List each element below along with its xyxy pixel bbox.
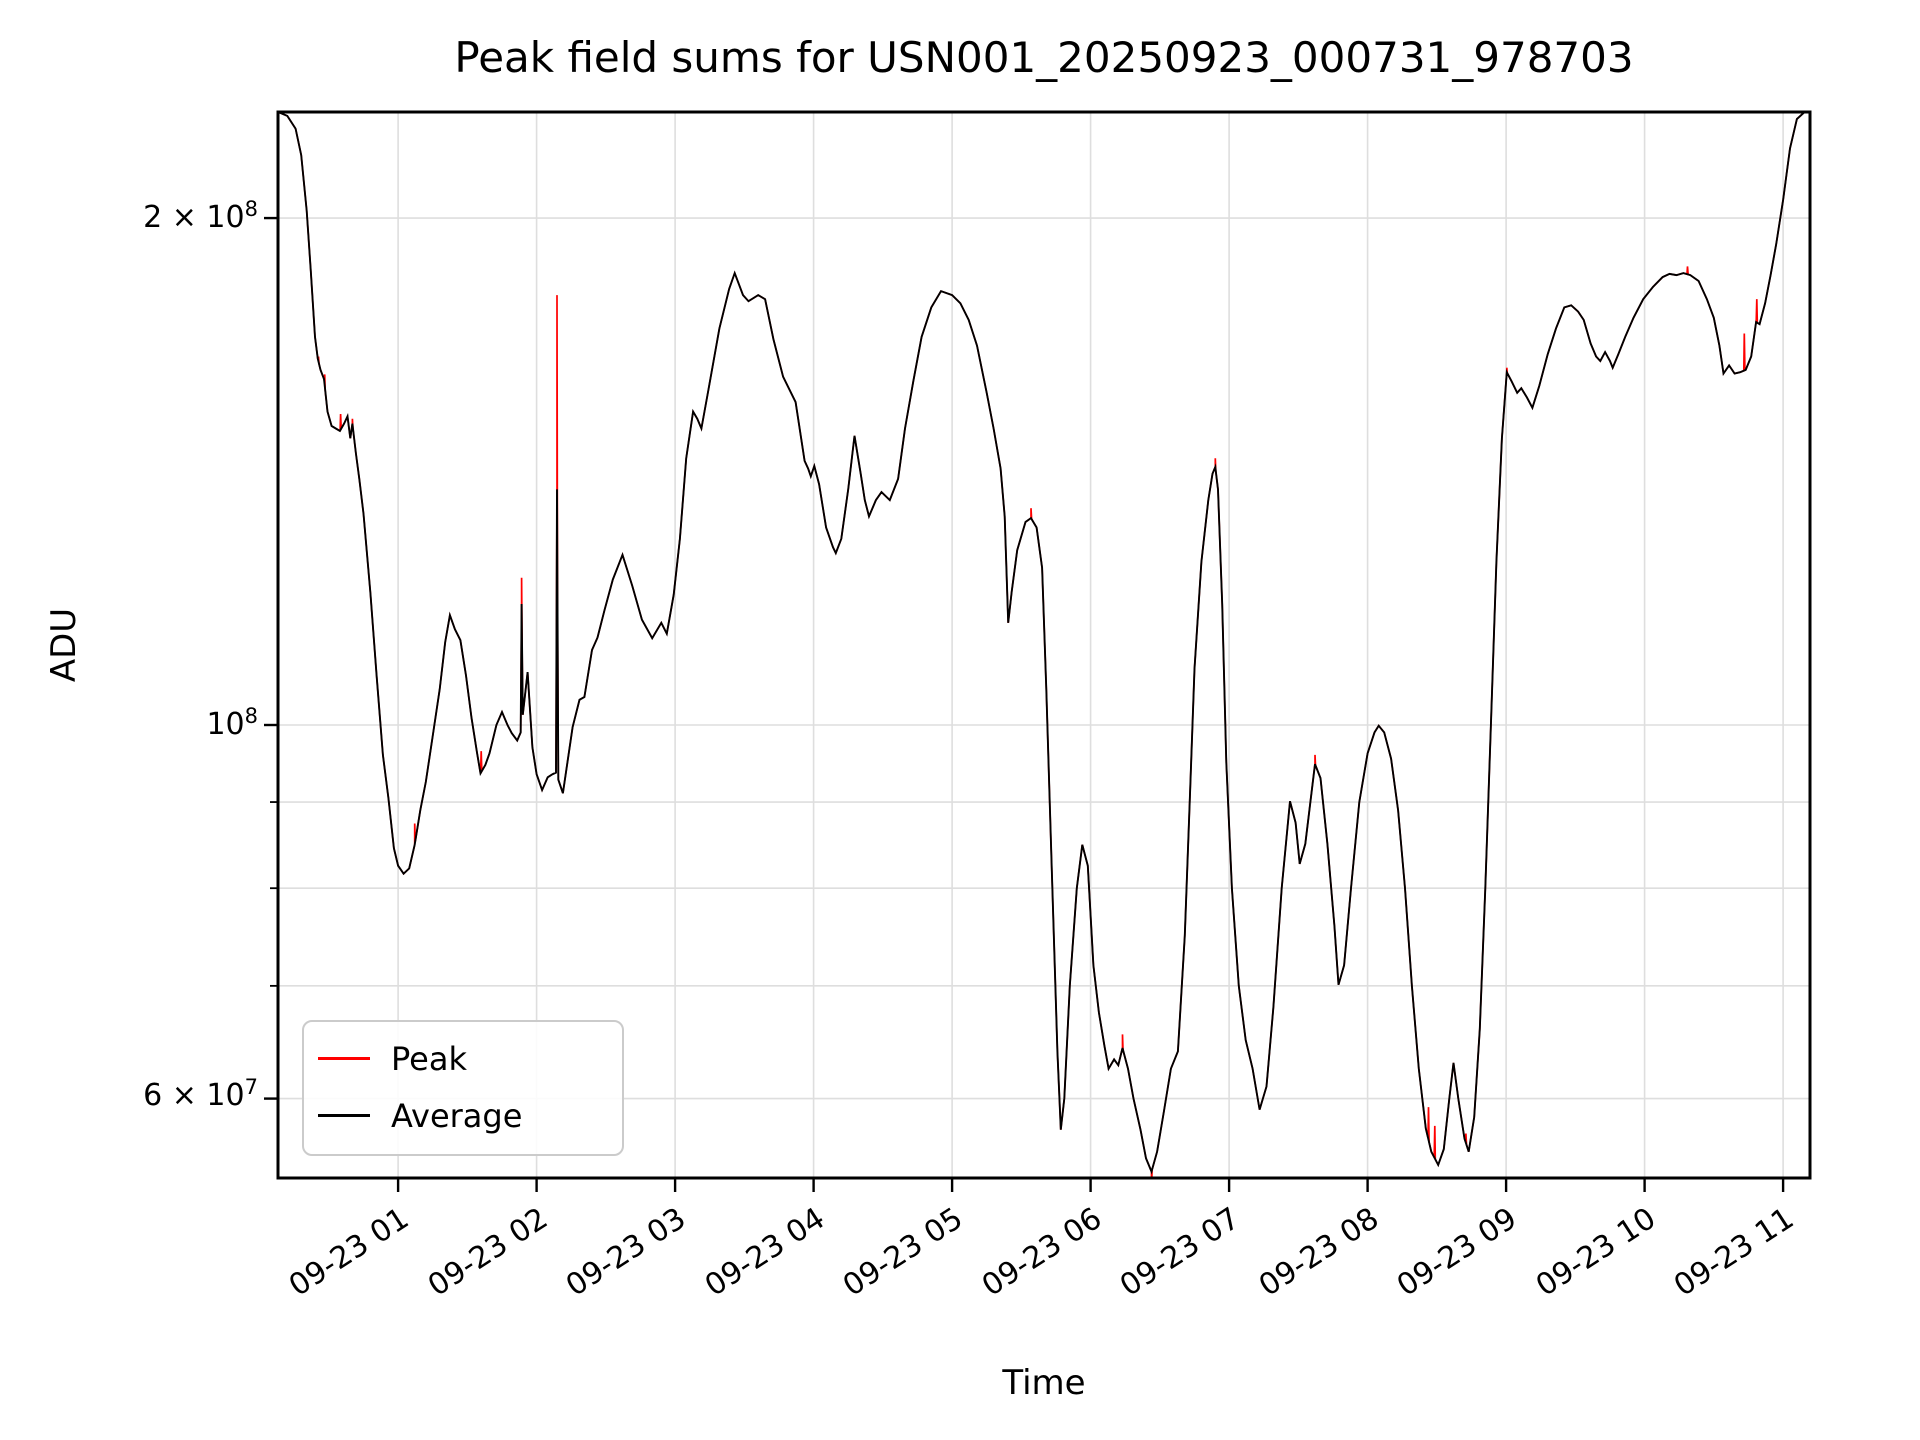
tick-marks bbox=[264, 216, 1785, 1192]
legend-item-average: Average bbox=[318, 1097, 622, 1135]
y-axis-label: ADU bbox=[44, 607, 84, 683]
series-lines bbox=[278, 112, 1806, 1178]
peak-line-swatch bbox=[318, 1057, 370, 1060]
plot-frame bbox=[276, 110, 1812, 1180]
average-line-swatch bbox=[318, 1114, 370, 1117]
legend-item-peak: Peak bbox=[318, 1040, 622, 1078]
legend-label-peak: Peak bbox=[391, 1039, 467, 1078]
y-tick-label-2e8: 2 × 108 bbox=[143, 197, 258, 236]
chart-title: Peak field sums for USN001_20250923_0007… bbox=[454, 33, 1634, 82]
y-tick-label-6e7: 6 × 107 bbox=[143, 1075, 258, 1114]
x-axis-label: Time bbox=[1002, 1363, 1086, 1403]
series-average-path bbox=[278, 112, 1806, 1175]
legend-label-average: Average bbox=[391, 1096, 523, 1135]
legend: Peak Average bbox=[302, 1020, 624, 1156]
y-tick-label-1e8: 108 bbox=[206, 704, 258, 743]
